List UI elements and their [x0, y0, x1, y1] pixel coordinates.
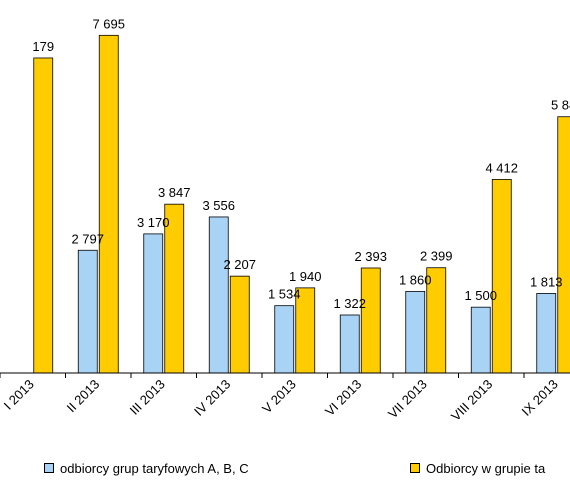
value-label-series-2: 7 695	[92, 16, 125, 31]
value-label-series-1: 3 170	[137, 215, 170, 230]
bar-series-2	[360, 267, 381, 374]
x-tick-label: VIII 2013	[448, 377, 495, 424]
bar-series-1	[208, 216, 229, 374]
x-tick-label: IV 2013	[191, 377, 233, 419]
x-ticks-layer	[0, 373, 525, 378]
value-label-series-1: 3 556	[202, 198, 235, 213]
value-label-series-1: 1 500	[464, 288, 497, 303]
bar-series-2	[491, 178, 512, 374]
x-tick-label: II 2013	[64, 377, 103, 416]
value-label-series-2: 5 840	[551, 98, 570, 113]
value-label-series-1: 1 534	[268, 287, 301, 302]
bar-series-2	[98, 34, 119, 374]
value-label-series-2: 2 393	[354, 249, 387, 264]
bar-series-1	[536, 293, 557, 374]
x-tick-label: V 2013	[259, 377, 299, 417]
x-tick-label: I 2013	[1, 377, 37, 413]
bar-series-1	[77, 249, 98, 374]
bar-series-2	[33, 57, 54, 374]
value-label-series-2: 1 940	[289, 269, 322, 284]
bar-series-1	[470, 306, 491, 374]
bar-series-1	[339, 314, 360, 374]
value-label-series-1: 2 797	[71, 231, 104, 246]
x-tick-label: III 2013	[127, 377, 168, 418]
legend-label-series-2: Odbiorcy w grupie ta	[426, 460, 546, 476]
bar-series-1	[274, 305, 295, 374]
legend-item-series-1: odbiorcy grup taryfowych A, B, C	[44, 458, 249, 478]
value-label-series-2: 179	[32, 39, 54, 54]
value-label-series-1: 1 322	[333, 296, 366, 311]
legend-item-series-2: Odbiorcy w grupie ta	[410, 458, 545, 478]
value-labels-layer: 179 2 797 7 695 3 170 3 847 3 556 2 207 1 534 1 …	[32, 16, 570, 311]
value-label-series-1: 1 813	[530, 274, 563, 289]
value-label-series-1: 1 860	[399, 272, 432, 287]
value-label-series-2: 2 399	[420, 249, 453, 264]
bar-series-1	[405, 290, 426, 374]
value-label-series-2: 2 207	[223, 257, 256, 272]
legend-swatch-series-2	[410, 463, 420, 473]
value-label-series-2: 4 412	[485, 160, 518, 175]
bar-series-2	[229, 275, 250, 374]
legend-label-series-1: odbiorcy grup taryfowych A, B, C	[60, 460, 249, 476]
bar-series-2	[557, 116, 570, 374]
bars-layer	[33, 34, 570, 374]
value-label-series-2: 3 847	[158, 185, 191, 200]
x-tick-label: IX 2013	[519, 377, 561, 419]
x-tick-label: VII 2013	[385, 377, 430, 422]
x-tick-labels-layer: I 2013 II 2013 III 2013 IV 2013 V 2013 VI 201…	[1, 377, 561, 424]
x-tick-label: VI 2013	[322, 377, 364, 419]
legend-swatch-series-1	[44, 463, 54, 473]
bar-series-1	[143, 233, 164, 374]
